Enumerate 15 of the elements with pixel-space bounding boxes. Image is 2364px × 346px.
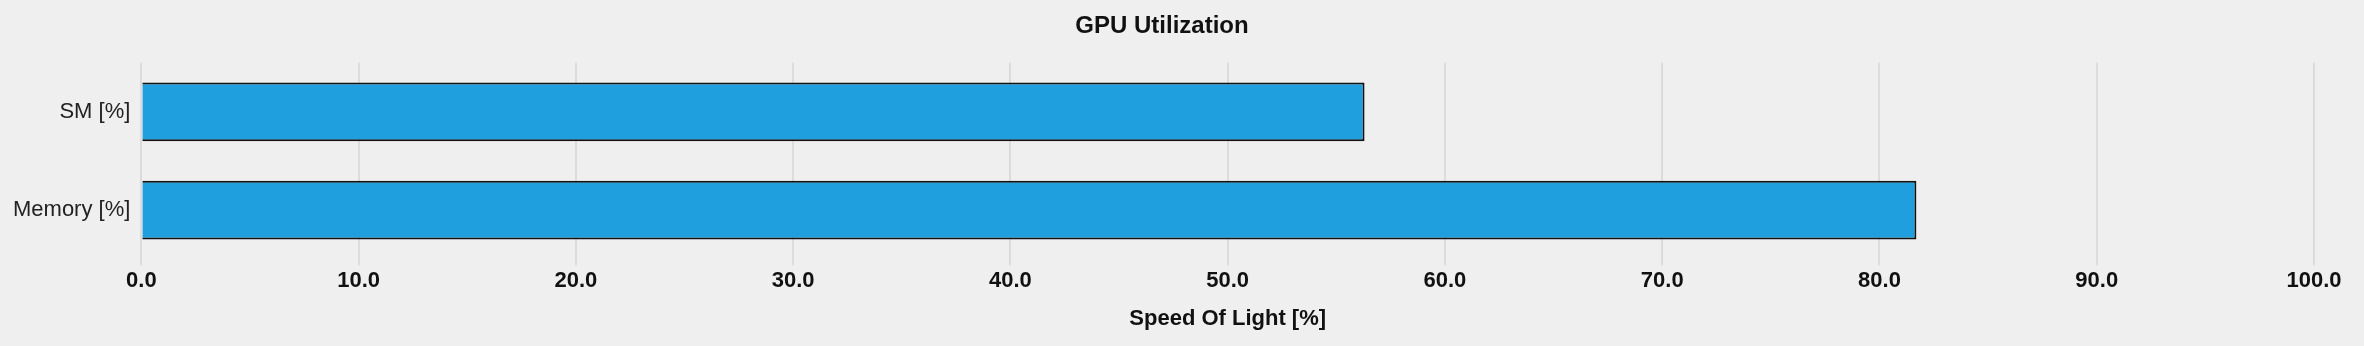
- y-tick-label: Memory [%]: [12, 196, 131, 222]
- x-tick-label: 90.0: [2075, 267, 2119, 293]
- x-tick-label: 60.0: [1423, 267, 1467, 293]
- y-tick-label: SM [%]: [59, 97, 131, 123]
- x-tick-label: 30.0: [771, 267, 815, 293]
- x-tick-label: 20.0: [554, 267, 598, 293]
- x-tick-label: 100.0: [2286, 267, 2342, 293]
- x-tick-label: 0.0: [126, 267, 157, 293]
- chart-title: GPU Utilization: [1075, 11, 1249, 39]
- x-tick-label: 70.0: [1640, 267, 1684, 293]
- x-tick-label: 80.0: [1858, 267, 1901, 293]
- x-tick-label: 50.0: [1206, 267, 1250, 293]
- x-tick-label: 10.0: [337, 267, 381, 293]
- x-tick-label: 40.0: [988, 267, 1032, 293]
- x-axis-title: Speed Of Light [%]: [1129, 304, 1327, 330]
